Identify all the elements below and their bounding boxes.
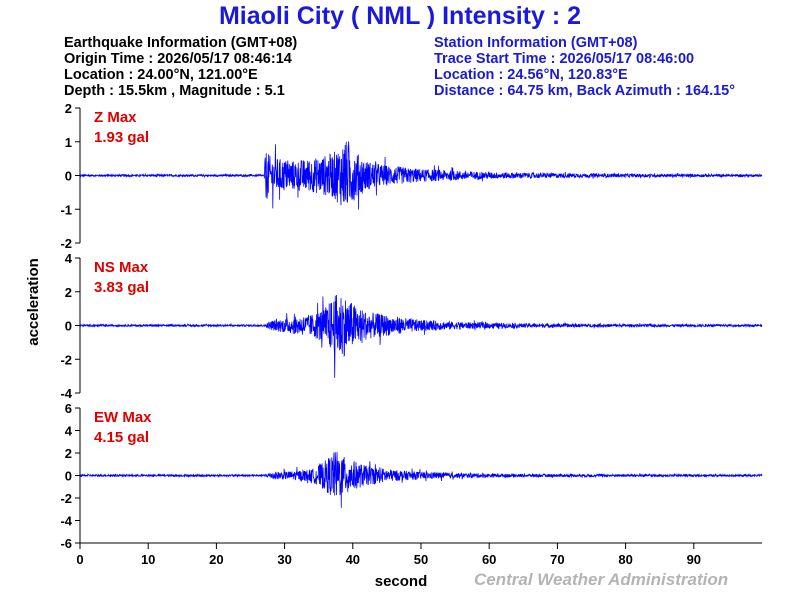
x-tick-label: 0	[76, 552, 83, 567]
panel-1: -4 -2 0 2 4 NS Max 3.83 gal	[60, 251, 763, 401]
y-tick-label: 2	[65, 285, 72, 300]
waveform-trace	[79, 452, 763, 508]
x-tick-label: 90	[687, 552, 701, 567]
x-tick-label: 70	[550, 552, 564, 567]
station-info: Station Information (GMT+08) Trace Start…	[434, 35, 735, 99]
y-tick-label: 2	[65, 101, 72, 116]
y-tick-label: -4	[60, 386, 72, 401]
y-tick-label: 4	[65, 424, 73, 439]
component-max: 4.15 gal	[94, 429, 149, 446]
earthquake-info: Earthquake Information (GMT+08) Origin T…	[64, 35, 297, 99]
station-location: Location : 24.56°N, 120.83°E	[434, 67, 628, 83]
x-tick-label: 30	[277, 552, 291, 567]
y-tick-label: 4	[65, 251, 73, 266]
y-tick-label: 0	[65, 469, 72, 484]
waveform-trace	[79, 295, 763, 378]
x-axis-label: second	[375, 573, 428, 590]
station-distance: Distance : 64.75 km, Back Azimuth : 164.…	[434, 83, 736, 99]
y-tick-label: -2	[60, 236, 72, 251]
y-tick-label: 1	[65, 135, 72, 150]
epicenter-location: Location : 24.00°N, 121.00°E	[64, 67, 258, 83]
component-max: 1.93 gal	[94, 129, 149, 146]
y-tick-label: 2	[65, 446, 72, 461]
panel-2: -6 -4 -2 0 2 4 6 EW Max 4.15 gal	[60, 401, 763, 551]
y-tick-label: 6	[65, 401, 72, 416]
y-tick-label: -6	[60, 536, 72, 551]
origin-time: Origin Time : 2026/05/17 08:46:14	[64, 51, 292, 67]
credit-label: Central Weather Administration	[474, 570, 729, 589]
x-tick-label: 50	[414, 552, 428, 567]
station-info-heading: Station Information (GMT+08)	[434, 35, 638, 51]
x-tick-label: 60	[482, 552, 496, 567]
depth-magnitude: Depth : 15.5km , Magnitude : 5.1	[64, 83, 285, 99]
waveform-trace	[79, 141, 763, 210]
y-tick-label: -4	[60, 514, 72, 529]
x-tick-label: 20	[209, 552, 223, 567]
y-tick-label: 0	[65, 319, 72, 334]
y-tick-label: -1	[60, 202, 72, 217]
x-tick-label: 40	[346, 552, 360, 567]
page-title: Miaoli City ( NML ) Intensity : 2	[218, 2, 582, 30]
component-name: EW Max	[94, 409, 152, 426]
y-tick-label: -2	[60, 491, 72, 506]
earthquake-info-heading: Earthquake Information (GMT+08)	[64, 35, 298, 51]
y-tick-label: -2	[60, 352, 72, 367]
trace-start-time: Trace Start Time : 2026/05/17 08:46:00	[434, 51, 695, 67]
chart-panels: -2 -1 0 1 2 Z Max 1.93 gal -4 -2 0 2 4 NS Max 3.83 ga…	[60, 101, 763, 551]
panel-0: -2 -1 0 1 2 Z Max 1.93 gal	[60, 101, 763, 251]
x-tick-label: 10	[141, 552, 155, 567]
x-tick-label: 80	[618, 552, 632, 567]
component-max: 3.83 gal	[94, 279, 149, 296]
component-name: Z Max	[94, 109, 137, 126]
component-name: NS Max	[94, 259, 149, 276]
y-tick-label: 0	[65, 169, 72, 184]
x-axis: 0 10 20 30 40 50 60 70 80 90	[76, 542, 762, 567]
y-axis-label: acceleration	[25, 258, 42, 346]
